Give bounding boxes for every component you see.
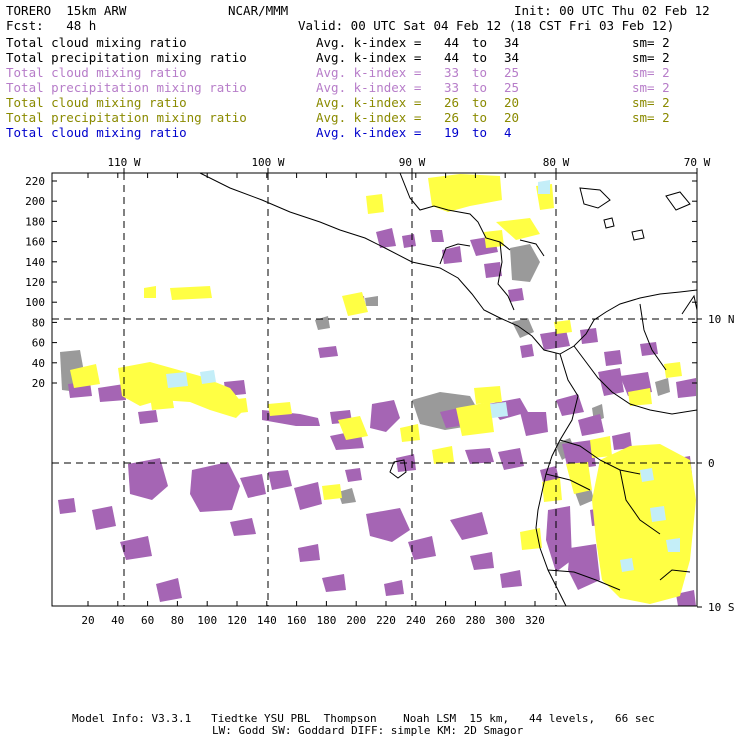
legend-k-label-0: Avg. k-index = [316, 35, 422, 50]
legend-k-to-1: 34 [504, 50, 520, 65]
right-lat-label: 0 [708, 457, 715, 470]
left-tick-label: 20 [32, 377, 45, 390]
legend-k-from-3: 33 [444, 80, 460, 95]
legend-field-1: Total precipitation mixing ratio [6, 50, 247, 65]
legend-k-to-word-5: to [472, 110, 488, 125]
left-tick-label: 180 [25, 215, 45, 228]
model-info-line2: LW: Godd SW: Goddard DIFF: simple KM: 2D… [212, 724, 524, 737]
bottom-tick-label: 140 [257, 614, 277, 627]
bottom-tick-label: 60 [141, 614, 154, 627]
legend-k-label-6: Avg. k-index = [316, 125, 422, 140]
legend-k-to-5: 20 [504, 110, 520, 125]
bottom-tick-label: 160 [287, 614, 307, 627]
lightblue-field [166, 180, 680, 572]
right-lat-label: 10 N [708, 313, 735, 326]
model-name: TORERO 15km ARW [6, 3, 127, 18]
bottom-tick-label: 240 [406, 614, 426, 627]
left-tick-label: 40 [32, 357, 45, 370]
legend-k-to-3: 25 [504, 80, 520, 95]
top-lon-label: 90 W [399, 156, 426, 169]
legend-k-label-3: Avg. k-index = [316, 80, 422, 95]
left-tick-label: 100 [25, 296, 45, 309]
axis-tick-labels: 220 200 180 160 140 120 100 80 60 40 20 20 40 60 80 100… [25, 156, 734, 627]
top-lon-label: 110 W [107, 156, 140, 169]
legend-k-to-word-2: to [472, 65, 488, 80]
legend-field-6: Total cloud mixing ratio [6, 125, 187, 140]
legend-field-2: Total cloud mixing ratio [6, 65, 187, 80]
left-tick-label: 60 [32, 337, 45, 350]
legend-k-to-word-4: to [472, 95, 488, 110]
legend-k-to-word-0: to [472, 35, 488, 50]
legend-k-to-0: 34 [504, 35, 520, 50]
legend-k-label-1: Avg. k-index = [316, 50, 422, 65]
lat-lon-grid [52, 173, 697, 606]
bottom-tick-label: 100 [197, 614, 217, 627]
legend-k-to-2: 25 [504, 65, 520, 80]
top-lon-label: 70 W [684, 156, 711, 169]
bottom-tick-label: 300 [495, 614, 515, 627]
legend-k-to-6: 4 [504, 125, 512, 140]
field-layers [58, 174, 696, 606]
legend-field-4: Total cloud mixing ratio [6, 95, 187, 110]
legend-k-from-2: 33 [444, 65, 460, 80]
bottom-tick-label: 220 [376, 614, 396, 627]
legend-k-label-2: Avg. k-index = [316, 65, 422, 80]
bottom-tick-label: 20 [81, 614, 94, 627]
top-lon-label: 100 W [251, 156, 284, 169]
model-info-line1: Model Info: V3.3.1 Tiedtke YSU PBL Thomp… [72, 712, 655, 725]
bottom-tick-label: 40 [111, 614, 124, 627]
coastlines [199, 173, 697, 606]
legend-k-to-word-6: to [472, 125, 488, 140]
legend-k-to-word-1: to [472, 50, 488, 65]
yellow-field [70, 174, 696, 604]
legend-field-0: Total cloud mixing ratio [6, 35, 187, 50]
bottom-tick-label: 120 [227, 614, 247, 627]
top-lon-label: 80 W [543, 156, 570, 169]
left-tick-label: 120 [25, 276, 45, 289]
left-tick-label: 220 [25, 175, 45, 188]
init-time: Init: 00 UTC Thu 02 Feb 12 [514, 3, 710, 18]
bottom-tick-label: 320 [525, 614, 545, 627]
legend-smoothing-1: sm= 2 [632, 50, 670, 65]
bottom-tick-label: 200 [346, 614, 366, 627]
legend-k-label-5: Avg. k-index = [316, 110, 422, 125]
legend-k-from-6: 19 [444, 125, 460, 140]
forecast-hour: Fcst: 48 h [6, 18, 97, 33]
legend-k-to-4: 20 [504, 95, 520, 110]
legend-field-5: Total precipitation mixing ratio [6, 110, 247, 125]
bottom-tick-label: 180 [316, 614, 336, 627]
axis-ticks [52, 168, 702, 608]
legend-smoothing-0: sm= 2 [632, 35, 670, 50]
right-lat-label: 10 S [708, 601, 735, 614]
legend-k-from-5: 26 [444, 110, 460, 125]
bottom-tick-label: 280 [465, 614, 485, 627]
valid-time: Valid: 00 UTC Sat 04 Feb 12 (18 CST Fri … [298, 18, 675, 33]
legend-k-from-0: 44 [444, 35, 460, 50]
legend-smoothing-5: sm= 2 [632, 110, 670, 125]
legend-k-from-4: 26 [444, 95, 460, 110]
left-tick-label: 160 [25, 236, 45, 249]
left-tick-label: 200 [25, 195, 45, 208]
bottom-tick-label: 260 [436, 614, 456, 627]
legend-k-label-4: Avg. k-index = [316, 95, 422, 110]
legend-k-from-1: 44 [444, 50, 460, 65]
bottom-tick-label: 80 [171, 614, 184, 627]
plot-frame [51, 172, 698, 607]
legend-k-to-word-3: to [472, 80, 488, 95]
legend-smoothing-4: sm= 2 [632, 95, 670, 110]
legend-smoothing-3: sm= 2 [632, 80, 670, 95]
legend-smoothing-2: sm= 2 [632, 65, 670, 80]
left-tick-label: 80 [32, 316, 45, 329]
left-tick-label: 140 [25, 256, 45, 269]
legend-field-3: Total precipitation mixing ratio [6, 80, 247, 95]
organization: NCAR/MMM [228, 3, 289, 18]
